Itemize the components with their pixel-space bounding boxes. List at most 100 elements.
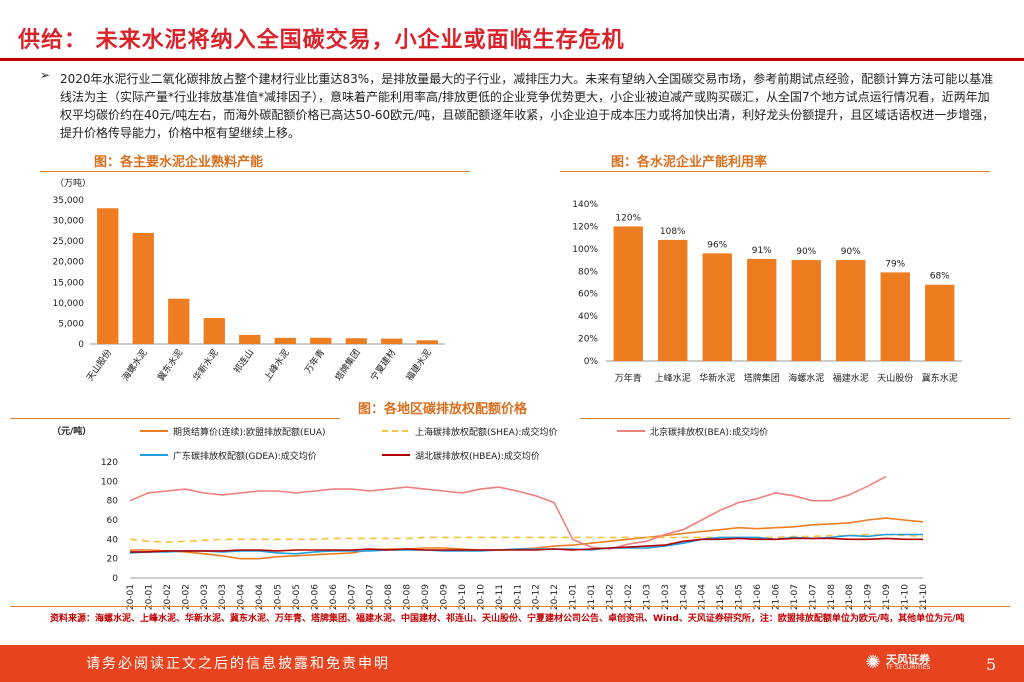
bar [168,298,190,344]
x-tick-label: 福建水泥 [833,372,869,384]
bar [791,260,821,361]
company-logo: ✺ 天风证券 TF SECURITIES [862,650,954,676]
series-line [129,533,923,555]
y-tick-label: 60% [578,290,598,300]
x-tick-label: 21-05 [735,584,745,610]
source-note: 资料来源：海螺水泥、上峰水泥、华新水泥、冀东水泥、万年青、塔牌集团、福建水泥、中… [50,614,965,624]
x-tick-label: 20-12 [532,584,542,610]
x-tick-label: 21-03 [661,584,671,610]
bar [613,226,643,361]
y-tick-label: 30,000 [53,217,85,227]
x-tick-label: 20-09 [440,584,450,610]
bar [239,334,261,344]
x-tick-label: 祁连山 [231,347,256,376]
data-label: 90% [796,247,816,257]
y-tick-label: 80% [578,267,598,277]
y-tick-label: 0 [78,340,84,350]
y-tick-label: 0% [584,357,599,367]
x-tick-label: 21-10 [919,584,929,610]
bar [658,239,688,361]
x-tick-label: 21-09 [882,584,892,610]
bar [132,232,154,344]
carbon-price-chart: （元/吨） 期货结算价(连续):欧盟排放配额(EUA) 上海碳排放权配额(SHEA)… [52,425,929,610]
logo-text: 天风证券 [886,653,930,666]
bullet-arrow-icon: ➢ [40,68,51,82]
y-tick-label: 0 [112,574,118,584]
data-label: 68% [930,272,950,282]
bar [702,253,732,361]
x-tick-label: 塔牌集团 [744,372,780,384]
x-tick-label: 天山股份 [84,347,114,383]
caption-rule-mid-right [580,418,1010,419]
page-number: 5 [986,655,997,674]
x-tick-label: 21-05 [716,584,726,610]
x-tick-label: 上峰水泥 [655,372,691,384]
legend-label: 北京碳排放权(BEA):成交均价 [650,426,768,438]
x-tick-label: 20-05 [274,584,284,610]
x-tick-label: 20-05 [292,584,302,610]
y-tick-label: 5,000 [58,319,84,329]
bar [747,258,777,361]
y-tick-label: 140% [572,200,598,210]
x-tick-label: 20-09 [421,584,431,610]
footer-disclaimer: 请务必阅读正文之后的信息披露和免责申明 [86,656,390,672]
x-tick-label: 20-11 [513,584,523,610]
x-tick-label: 20-03 [218,584,228,610]
x-tick-label: 21-06 [771,584,781,610]
x-tick-label: 冀东水泥 [922,372,958,384]
bar [381,338,403,344]
x-tick-label: 20-10 [476,584,486,610]
logo-subtext: TF SECURITIES [886,664,931,671]
y-tick-label: 100% [572,245,598,255]
y-axis-unit: （元/吨） [52,425,91,437]
x-tick-label: 20-04 [255,584,265,610]
y-tick-label: 10,000 [53,299,85,309]
logo-mark-icon: ✺ [865,652,881,673]
x-tick-label: 20-06 [310,584,320,610]
x-tick-label: 20-07 [366,584,376,610]
x-tick-label: 20-01 [144,584,154,610]
y-tick-label: 40% [578,312,598,322]
legend-label: 广东碳排放权配额(GDEA):成交均价 [173,450,317,462]
x-tick-label: 海螺水泥 [119,347,149,383]
bar [345,338,367,344]
x-tick-label: 21-01 [587,584,597,610]
x-tick-label: 20-03 [200,584,210,610]
x-tick-label: 20-04 [237,584,247,610]
series-line [130,537,923,553]
caption-clinker-capacity: 图：各主要水泥企业熟料产能 [94,155,264,170]
y-axis-unit: （万吨） [55,177,91,189]
x-tick-label: 20-02 [181,584,191,610]
data-label: 108% [660,227,686,237]
x-tick-label: 20-12 [550,584,560,610]
x-tick-label: 20-02 [163,584,173,610]
x-tick-label: 天山股份 [877,372,913,384]
y-tick-label: 25,000 [53,237,85,247]
y-tick-label: 120% [572,222,598,232]
bar [203,318,225,344]
x-tick-label: 21-08 [845,584,855,610]
x-tick-label: 20-07 [347,584,357,610]
x-tick-label: 20-08 [384,584,394,610]
series-line [129,533,924,544]
y-tick-label: 20 [107,555,119,565]
data-label: 120% [615,213,641,223]
footer-band [0,645,1024,682]
x-tick-label: 21-03 [642,584,652,610]
x-tick-label: 20-06 [329,584,339,610]
x-tick-label: 21-04 [698,584,708,610]
legend-label: 期货结算价(连续):欧盟排放配额(EUA) [173,426,326,438]
data-label: 91% [752,246,772,256]
page-title: 供给： 未来水泥将纳入全国碳交易，小企业或面临生存危机 [18,28,625,53]
bar [416,340,438,344]
x-tick-label: 20-01 [126,584,136,610]
bar [310,337,332,344]
x-tick-label: 21-07 [790,584,800,610]
x-tick-label: 21-09 [864,584,874,610]
y-tick-label: 80 [107,497,119,507]
utilization-chart: 0% 20% 40% 60% 80% 100% 120% 140% 120% 万年青 108% 上峰水… [572,200,962,384]
y-tick-label: 35,000 [53,196,85,206]
summary-paragraph: 2020年水泥行业二氧化碳排放占整个建材行业比重达83%，是排放量最大的子行业，… [60,72,995,140]
legend-label: 上海碳排放权配额(SHEA):成交均价 [415,426,557,438]
y-tick-label: 60 [107,516,119,526]
